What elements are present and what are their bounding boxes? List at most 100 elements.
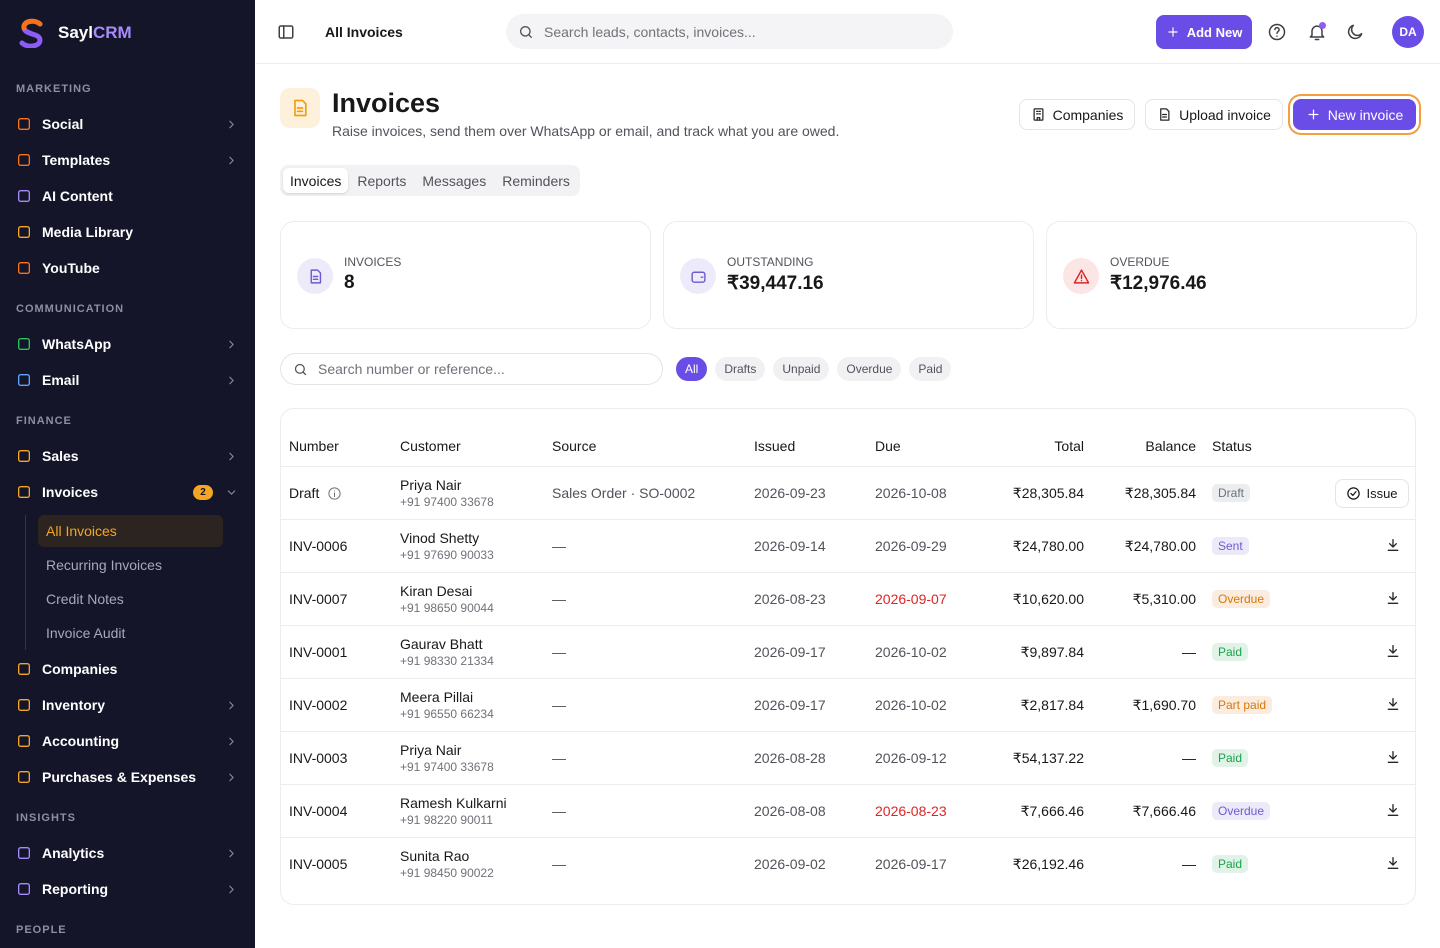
- customer-name: Meera Pillai: [400, 689, 474, 705]
- nav-item[interactable]: Social: [0, 106, 255, 142]
- cell-number: INV-0005: [281, 856, 392, 872]
- cell-number: INV-0006: [281, 538, 392, 554]
- nav-item[interactable]: Inventory: [0, 687, 255, 723]
- page-subtitle: Raise invoices, send them over WhatsApp …: [332, 123, 840, 139]
- tab[interactable]: Invoices: [283, 168, 349, 193]
- sub-nav-item[interactable]: All Invoices: [38, 515, 223, 547]
- invoice-number: INV-0004: [289, 803, 348, 819]
- icon: [328, 486, 341, 500]
- icon-part: [229, 737, 234, 746]
- add-new-button[interactable]: Add New: [1156, 15, 1252, 49]
- nav-item[interactable]: Accounting: [0, 723, 255, 759]
- filter-chip[interactable]: Unpaid: [773, 357, 830, 381]
- table-row[interactable]: INV-0007 Kiran Desai +91 98650 90044 — 2026-…: [281, 572, 1415, 625]
- nav-item[interactable]: Companies: [0, 651, 255, 687]
- filter-chip[interactable]: All: [676, 357, 708, 381]
- customer-phone: +91 98220 90011: [400, 813, 493, 827]
- cell-due: 2026-09-12: [875, 750, 947, 766]
- nav-item[interactable]: Media Library: [0, 214, 255, 250]
- nav-label: Inventory: [42, 697, 106, 713]
- sub-nav-item[interactable]: Invoice Audit: [46, 625, 126, 641]
- tab[interactable]: Reports: [357, 172, 407, 189]
- filter-chip[interactable]: Overdue: [837, 357, 902, 381]
- table-row[interactable]: INV-0005 Sunita Rao +91 98450 90022 — 2026-0…: [281, 837, 1415, 890]
- download-button[interactable]: [1385, 643, 1401, 662]
- header-action-button[interactable]: New invoice: [1293, 99, 1416, 130]
- header-action-button[interactable]: Companies: [1019, 99, 1135, 130]
- icon: [1347, 24, 1363, 40]
- global-search[interactable]: Search leads, contacts, invoices...: [506, 14, 953, 49]
- cell-action: [1301, 802, 1415, 821]
- download-button[interactable]: [1385, 749, 1401, 768]
- download-button[interactable]: [1385, 537, 1401, 556]
- cell-source: —: [552, 803, 566, 819]
- table-row[interactable]: INV-0004 Ramesh Kulkarni +91 98220 90011 — 2…: [281, 784, 1415, 837]
- top-icon-button[interactable]: [1267, 22, 1287, 47]
- nav-item[interactable]: Templates: [0, 142, 255, 178]
- sub-nav-item[interactable]: Credit Notes: [46, 591, 124, 607]
- cell-status: Draft: [1204, 484, 1301, 502]
- download-button[interactable]: [1385, 802, 1401, 821]
- table-header: Number Customer Source Issued Due Total Balanc…: [281, 409, 1415, 466]
- cell-number: INV-0003: [281, 750, 392, 766]
- icon-part: [1387, 697, 1399, 710]
- icon: [18, 154, 30, 166]
- issue-button[interactable]: Issue: [1335, 478, 1409, 508]
- nav-badge: 2: [193, 485, 213, 500]
- status-pill: Paid: [1212, 855, 1249, 873]
- download-button[interactable]: [1385, 855, 1401, 874]
- table-search[interactable]: Search number or reference...: [280, 353, 663, 385]
- icon: [18, 190, 30, 202]
- nav-item[interactable]: Reporting: [0, 871, 255, 907]
- nav-item[interactable]: Analytics: [0, 835, 255, 871]
- filter-chip[interactable]: Drafts: [715, 357, 766, 381]
- nav-item[interactable]: Email: [0, 362, 255, 398]
- cell-status: Paid: [1204, 855, 1301, 873]
- nav-label: Reporting: [42, 881, 109, 897]
- main: All Invoices Search leads, contacts, invo…: [256, 0, 1440, 948]
- icon: [310, 268, 321, 284]
- section-title: COMMUNICATION: [16, 303, 125, 315]
- tab[interactable]: Messages: [422, 172, 487, 189]
- cell-source: —: [552, 644, 566, 660]
- nav-item[interactable]: AI Content: [0, 178, 255, 214]
- icon-part: [229, 701, 234, 710]
- search-placeholder: Search leads, contacts, invoices...: [544, 23, 756, 40]
- tab[interactable]: Reminders: [502, 172, 570, 189]
- table-row[interactable]: INV-0006 Vinod Shetty +91 97690 90033 — 2026…: [281, 519, 1415, 572]
- nav-item[interactable]: Invoices 2: [0, 474, 255, 510]
- table-row[interactable]: INV-0002 Meera Pillai +91 96550 66234 — 2026…: [281, 678, 1415, 731]
- icon: [229, 120, 234, 129]
- sidebar-toggle[interactable]: [277, 23, 295, 46]
- cell-action: [1301, 643, 1415, 662]
- table-row[interactable]: Draft Priya Nair +91 97400 33678 Sales Orde…: [281, 466, 1415, 519]
- table-row[interactable]: INV-0003 Priya Nair +91 97400 33678 — 2026-0…: [281, 731, 1415, 784]
- cell-balance: ₹24,780.00: [1124, 537, 1196, 554]
- cell-total: ₹9,897.84: [1020, 643, 1084, 660]
- nav-item[interactable]: YouTube: [0, 250, 255, 286]
- sub-nav-item[interactable]: Recurring Invoices: [46, 557, 162, 573]
- customer-name: Gaurav Bhatt: [400, 636, 483, 652]
- table-row[interactable]: INV-0001 Gaurav Bhatt +91 98330 21334 — 2026…: [281, 625, 1415, 678]
- avatar[interactable]: DA: [1392, 16, 1424, 48]
- cell-total: ₹54,137.22: [1012, 749, 1084, 766]
- column-header: Source: [552, 437, 597, 454]
- top-icon-button[interactable]: [1345, 22, 1365, 47]
- header-action-button[interactable]: Upload invoice: [1145, 99, 1283, 130]
- filter-chips: All Drafts Unpaid Overdue Paid: [676, 357, 952, 381]
- nav-label: YouTube: [42, 260, 100, 276]
- download-button[interactable]: [1385, 590, 1401, 609]
- nav-item[interactable]: Sales: [0, 438, 255, 474]
- chevron: [225, 338, 248, 354]
- filter-chip[interactable]: Paid: [909, 357, 952, 381]
- nav-item[interactable]: WhatsApp: [0, 326, 255, 362]
- cell-customer: Kiran Desai +91 98650 90044: [392, 583, 544, 615]
- cell-total: ₹10,620.00: [1012, 590, 1084, 607]
- download-button[interactable]: [1385, 696, 1401, 715]
- cell-balance: —: [1182, 644, 1196, 660]
- icon-part: [18, 450, 30, 462]
- topbar: All Invoices Search leads, contacts, invo…: [256, 0, 1440, 64]
- chevron: [225, 118, 248, 134]
- nav-item[interactable]: Purchases & Expenses: [0, 759, 255, 795]
- chevron: [225, 699, 248, 715]
